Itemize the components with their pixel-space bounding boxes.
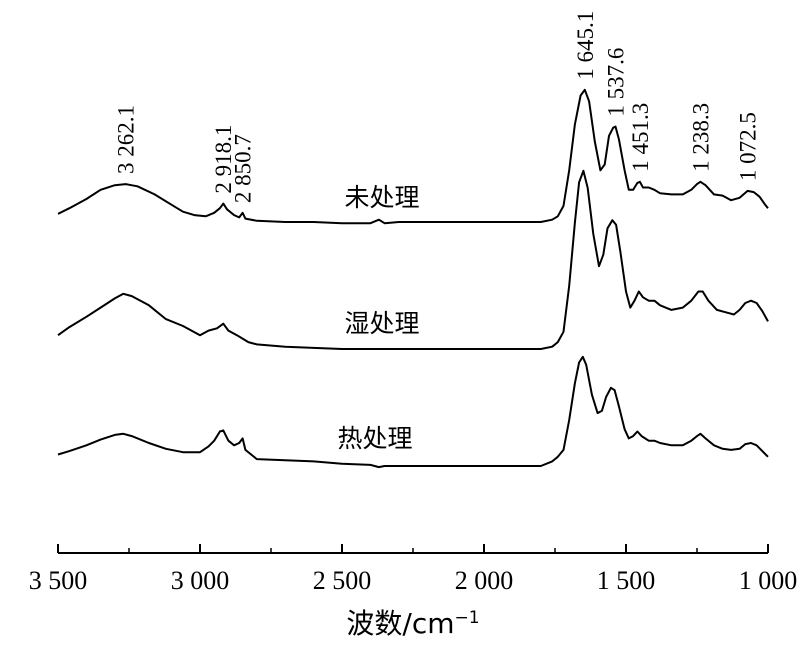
peak-label: 1 072.5	[735, 112, 760, 181]
peak-label: 3 262.1	[114, 105, 139, 174]
x-tick-label: 1 000	[739, 566, 798, 595]
x-axis-label-exponent: −1	[455, 608, 480, 628]
series-label: 热处理	[337, 424, 412, 453]
x-tick-label: 3 000	[171, 566, 230, 595]
x-axis-label-text: 波数/cm	[346, 607, 454, 640]
peak-label: 1 645.1	[573, 11, 598, 80]
peak-annotation-layer: 3 262.1 2 918.12 850.7 1 645.11 537.61 451…	[114, 11, 761, 203]
peak-label: 1 537.6	[603, 48, 628, 117]
series-label: 未处理	[344, 183, 419, 212]
peak-label: 2 918.1	[211, 125, 236, 194]
series-label: 湿处理	[344, 309, 419, 338]
series-line	[57, 355, 769, 469]
x-tick-label: 3 500	[29, 566, 88, 595]
x-tick-layer: 3 500 3 000 2 500 2 000 1 500 1 000	[29, 544, 798, 595]
peak-label: 2 850.7	[230, 134, 255, 203]
peak-label: 1 451.3	[628, 103, 653, 172]
peak-label: 1 238.3	[688, 103, 713, 172]
series-line	[57, 88, 769, 225]
x-tick-label: 2 500	[313, 566, 372, 595]
series-line	[57, 169, 769, 350]
x-tick-label: 2 000	[455, 566, 514, 595]
x-tick-label: 1 500	[597, 566, 656, 595]
x-axis-label: 波数/cm−1	[346, 607, 479, 640]
series-layer	[57, 88, 769, 469]
